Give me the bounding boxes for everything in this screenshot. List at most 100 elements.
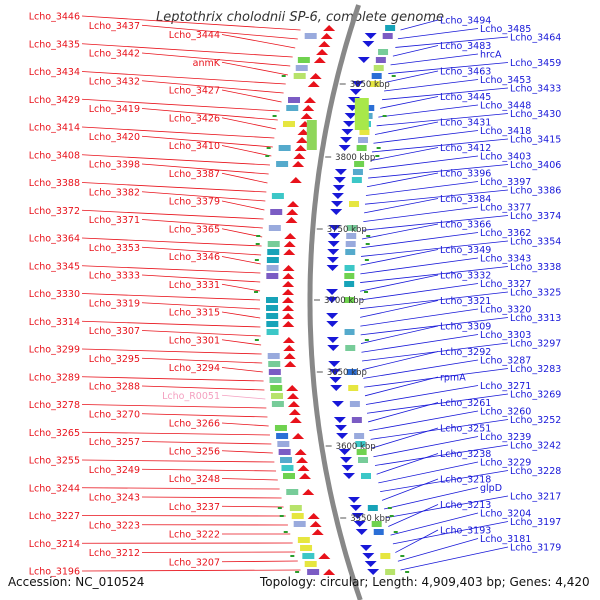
gene-label-reverse: Lcho_3283 (510, 364, 561, 375)
marker-dot (364, 339, 369, 341)
gene-label-forward: Lcho_3301 (169, 335, 220, 346)
forward-gene-labels: Lcho_3446 Lcho_3437 Lcho_3444 Lcho_3435 Lcho… (29, 12, 221, 578)
reverse-gene-mark (328, 369, 341, 375)
cog-block (276, 433, 289, 439)
gene-label-reverse: Lcho_3309 (440, 322, 491, 333)
reverse-gene-mark (330, 209, 343, 215)
forward-gene-mark (307, 513, 320, 519)
gene-label-reverse: Lcho_3193 (440, 526, 491, 537)
leader-line (388, 62, 509, 74)
kbp-label: 3600 kbp (336, 442, 376, 452)
cog-block (281, 465, 294, 471)
cog-block (356, 145, 367, 151)
marker-dot (254, 339, 259, 341)
feature-tracks (254, 25, 410, 575)
reverse-gene-mark (334, 425, 347, 431)
gene-label-forward: Lcho_3299 (29, 345, 80, 356)
reverse-gene-mark (326, 289, 339, 295)
marker-dot (387, 507, 392, 509)
gene-label-forward: Lcho_3214 (29, 539, 80, 550)
gene-label-forward: Lcho_3410 (169, 141, 220, 152)
reverse-gene-mark (329, 377, 342, 383)
gene-label-reverse: Lcho_3325 (510, 288, 561, 299)
gene-label-forward: Lcho_3314 (29, 317, 80, 328)
cog-block (267, 241, 280, 247)
marker-dot (265, 155, 270, 157)
gene-label-forward: Lcho_3222 (169, 530, 220, 541)
cog-block (369, 81, 380, 87)
gene-label-forward: Lcho_3414 (29, 123, 80, 134)
leader-line (221, 283, 261, 292)
reverse-gene-mark (326, 297, 338, 303)
leader-line (141, 330, 261, 337)
cog-block (266, 257, 279, 263)
leader-line (363, 206, 479, 223)
leader-line (363, 359, 479, 379)
forward-gene-mark (309, 521, 322, 527)
reverse-gene-mark (367, 569, 380, 575)
reverse-gene-mark (331, 201, 344, 207)
leader-line (81, 182, 267, 193)
gene-label-reverse: Lcho_3343 (480, 254, 531, 265)
marker-dot (256, 235, 261, 237)
leader-line (81, 71, 286, 85)
gene-label-reverse: Lcho_3320 (480, 305, 531, 316)
gene-label-reverse: Lcho_3242 (510, 441, 561, 452)
reverse-gene-mark (328, 233, 341, 239)
cog-block (360, 473, 371, 479)
cog-block (351, 417, 362, 423)
gene-label-reverse: Lcho_3179 (510, 543, 561, 554)
reverse-gene-mark (326, 313, 339, 319)
leader-line (376, 453, 439, 475)
gene-label-reverse: Lcho_3292 (440, 347, 491, 358)
gene-label-forward: Lcho_3315 (169, 308, 220, 319)
marker-dot (281, 75, 286, 77)
gene-label-forward: Lcho_3442 (89, 49, 140, 60)
leader-line (364, 198, 439, 214)
leader-line (397, 538, 479, 562)
gene-label-reverse: Lcho_3251 (440, 424, 491, 435)
forward-gene-mark (282, 265, 295, 271)
cog-block (345, 249, 356, 255)
reverse-gene-mark (326, 265, 339, 271)
leader-line (141, 24, 298, 40)
leader-line (221, 34, 296, 49)
marker-dot (366, 235, 371, 237)
leader-line (370, 147, 439, 162)
gene-label-reverse: Lcho_3239 (480, 432, 531, 443)
reverse-gene-mark (327, 241, 340, 247)
gene-label-forward: Lcho_3419 (89, 104, 140, 115)
reverse-gene-mark (341, 129, 354, 135)
cog-block (266, 313, 279, 319)
genome-backbone (307, 4, 363, 600)
leader-line (386, 70, 439, 83)
gene-label-forward: Lcho_3427 (169, 86, 220, 97)
leader-line (380, 470, 509, 493)
reverse-gene-mark (344, 113, 357, 119)
leader-line (221, 117, 277, 130)
cog-block (293, 521, 306, 527)
forward-gene-mark (292, 161, 305, 167)
marker-dot (400, 555, 405, 557)
leader-line (221, 228, 263, 238)
leader-line (81, 43, 293, 58)
gene-label-reverse: Lcho_3271 (480, 381, 531, 392)
cog-block (355, 441, 366, 447)
gene-label-forward: Lcho_3435 (29, 39, 80, 50)
cog-block (266, 329, 279, 335)
leader-line (360, 240, 509, 257)
marker-dot (393, 531, 398, 533)
leader-line (376, 113, 509, 127)
page-title: Leptothrix cholodnii SP-6, complete geno… (156, 10, 444, 25)
leader-line (141, 413, 268, 418)
leader-line (141, 52, 291, 67)
cog-block (382, 33, 393, 39)
gene-label-forward: Lcho_3243 (89, 493, 140, 504)
kbp-label: 3700 kbp (324, 296, 364, 306)
gene-label-reverse: Lcho_3338 (510, 262, 561, 273)
gene-label-forward: Lcho_3437 (89, 21, 140, 32)
leader-line (141, 496, 282, 499)
forward-gene-mark (282, 337, 295, 343)
cog-block (280, 457, 293, 463)
leader-line (392, 521, 509, 545)
